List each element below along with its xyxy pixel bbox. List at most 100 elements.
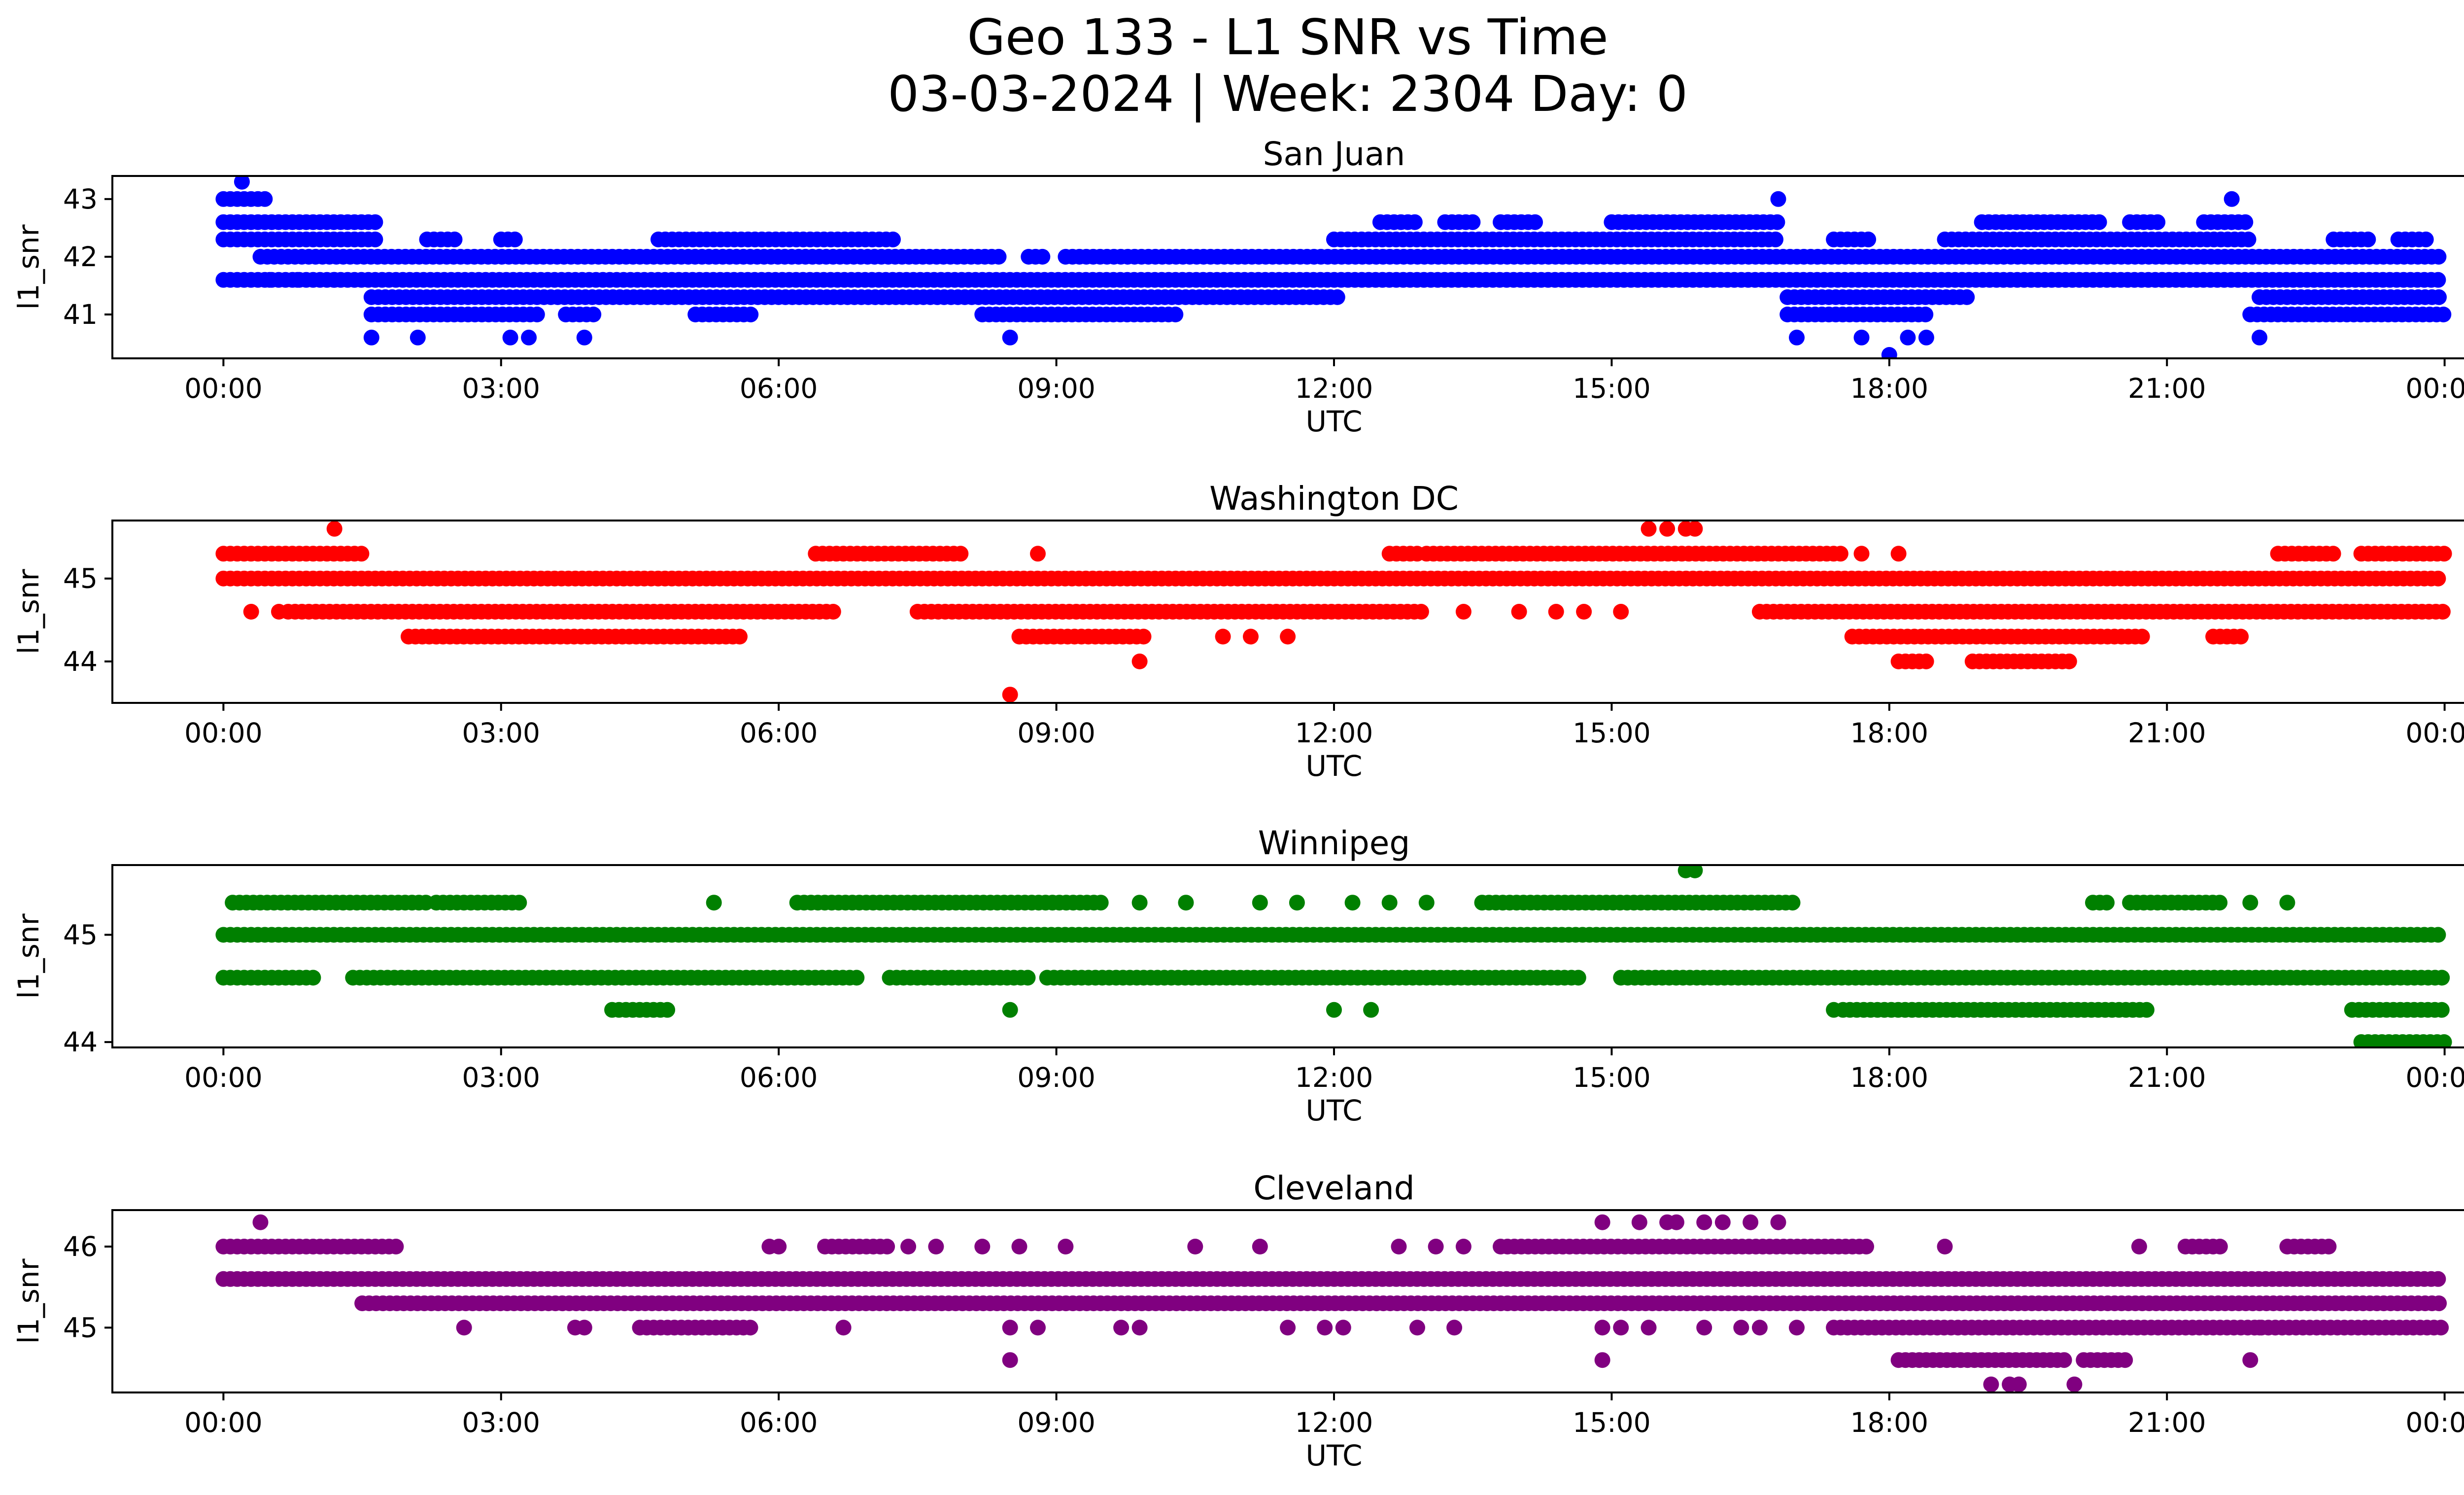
x-tick-label: 09:00 [1017, 1407, 1095, 1438]
data-point [2242, 1352, 2259, 1368]
data-point [1881, 347, 1897, 358]
x-tick-label: 21:00 [2128, 1407, 2206, 1438]
data-point [1659, 521, 1676, 537]
data-point [388, 1239, 404, 1254]
y-tick-label: 45 [63, 1312, 98, 1343]
data-point [879, 1239, 895, 1254]
data-point [305, 970, 321, 986]
x-axis-label: UTC [1306, 1439, 1363, 1472]
data-point [1900, 329, 1916, 346]
x-tick-label: 00:00 [2405, 717, 2464, 749]
data-point [1344, 895, 1361, 911]
data-point [326, 521, 342, 537]
y-tick-label: 42 [63, 241, 98, 273]
y-tick-label: 43 [63, 183, 98, 215]
x-tick-label: 09:00 [1017, 373, 1095, 404]
data-point [849, 970, 865, 986]
data-point [252, 1214, 269, 1230]
data-point [1853, 329, 1870, 346]
data-point [1215, 628, 1231, 645]
data-point [1289, 895, 1305, 911]
data-point [2099, 895, 2115, 911]
data-point [825, 604, 841, 620]
data-point [1131, 895, 1148, 911]
data-point [1789, 329, 1805, 346]
data-point [1058, 1239, 1074, 1254]
data-point [502, 329, 518, 346]
data-point [507, 231, 523, 247]
data-point [521, 329, 537, 346]
data-point [1002, 329, 1018, 346]
data-point [1002, 1002, 1018, 1018]
x-tick-label: 06:00 [740, 1062, 818, 1093]
data-point [1409, 1320, 1425, 1336]
x-tick-label: 12:00 [1295, 717, 1373, 749]
data-point [1020, 970, 1036, 986]
data-point [1918, 653, 1934, 669]
data-point [367, 231, 383, 247]
data-point [2212, 895, 2228, 911]
data-point [1789, 1320, 1805, 1336]
data-point [1917, 307, 1934, 322]
data-point [367, 214, 383, 230]
x-tick-label: 18:00 [1850, 1407, 1929, 1438]
data-point [1406, 214, 1423, 230]
data-point [2431, 1295, 2447, 1312]
data-point [1576, 604, 1592, 620]
data-point [1446, 1320, 1463, 1336]
data-point [1631, 1214, 1647, 1230]
data-point [885, 231, 901, 247]
data-point [1769, 214, 1785, 230]
x-tick-label: 09:00 [1017, 717, 1095, 749]
data-point [2061, 653, 2077, 669]
data-point [1687, 865, 1703, 878]
data-point [2433, 1002, 2450, 1018]
data-point [1826, 1002, 1842, 1018]
data-point [1391, 1239, 1407, 1254]
data-point [1594, 1214, 1610, 1230]
data-point [1131, 653, 1148, 669]
y-tick-label: 46 [63, 1231, 98, 1262]
data-point [1784, 895, 1801, 911]
data-point [2430, 570, 2446, 587]
x-tick-label: 06:00 [740, 373, 818, 404]
data-point [1455, 1239, 1472, 1254]
data-point [1613, 1320, 1629, 1336]
data-point [326, 272, 342, 288]
x-tick-label: 21:00 [2128, 717, 2206, 749]
data-point [1002, 687, 1018, 703]
data-point [1418, 895, 1435, 911]
data-point [991, 248, 1007, 265]
data-point [234, 176, 250, 190]
data-point [1594, 1352, 1610, 1368]
data-point [1959, 289, 1975, 305]
data-point [2433, 1320, 2449, 1336]
panel-2: Winnipeg 00:00 03:00 06:00 09:00 12:00 15:00 18… [12, 824, 2464, 1127]
x-tick-label: 00:00 [2405, 1407, 2464, 1438]
data-point [2430, 1271, 2446, 1287]
data-point [585, 307, 602, 322]
data-point [2134, 628, 2150, 645]
data-point [1548, 604, 1564, 620]
series-points [215, 865, 2452, 1047]
data-point [2131, 1239, 2147, 1254]
data-point [1668, 1214, 1684, 1230]
data-point [1326, 1002, 1342, 1018]
data-point [771, 1239, 787, 1254]
x-tick-label: 09:00 [1017, 1062, 1095, 1093]
data-point [1696, 1320, 1712, 1336]
x-tick-label: 18:00 [1850, 1062, 1929, 1093]
data-point [1280, 628, 1296, 645]
y-tick-label: 45 [63, 919, 98, 950]
x-tick-label: 03:00 [462, 1062, 541, 1093]
data-point [2252, 329, 2267, 346]
data-point [743, 307, 759, 322]
x-tick-label: 06:00 [740, 717, 818, 749]
data-point [289, 272, 306, 288]
data-point [2117, 1352, 2133, 1368]
data-point [2240, 231, 2257, 247]
panel-0: San Juan 00:00 03:00 06:00 09:00 12:00 15:00 18… [12, 135, 2464, 438]
data-point [2237, 214, 2254, 230]
data-point [363, 329, 379, 346]
data-point [1243, 628, 1259, 645]
